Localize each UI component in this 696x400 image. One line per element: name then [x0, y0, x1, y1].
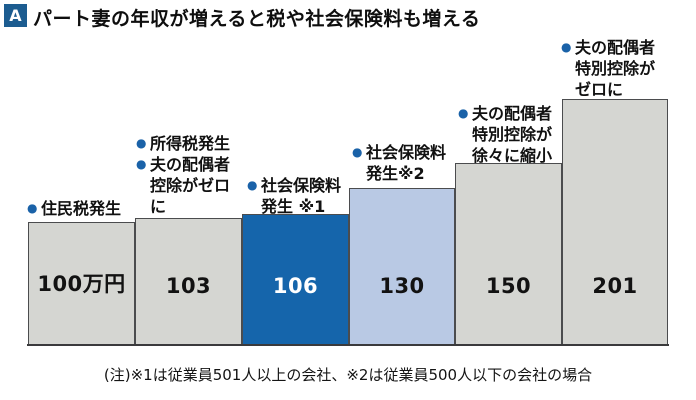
- annotation-bar-103: ● 所得税発生 ● 夫の配偶者 控除がゼロ に: [136, 133, 230, 217]
- bar-value-label: 100万円: [37, 272, 126, 296]
- annotation-bar-100: ● 住民税発生: [27, 198, 121, 219]
- bullet-icon: ●: [27, 201, 38, 215]
- bar-201: 201: [562, 99, 668, 345]
- bullet-icon: ●: [247, 178, 258, 192]
- x-axis-baseline: [27, 344, 669, 346]
- annotation-bar-150: ● 夫の配偶者 特別控除が 徐々に縮小: [458, 103, 552, 166]
- annotation-item: ● 夫の配偶者 控除がゼロ に: [136, 154, 230, 217]
- bullet-icon: ●: [561, 40, 572, 54]
- annotation-bar-130: ● 社会保険料 発生※2: [352, 142, 446, 184]
- annotation-text: 社会保険料 発生※2: [366, 143, 447, 183]
- bullet-icon: ●: [352, 145, 363, 159]
- annotation-text: 住民税発生: [41, 199, 122, 218]
- annotation-item: ● 所得税発生: [136, 133, 230, 154]
- annotation-item: ● 社会保険料 発生 ※1: [247, 175, 341, 217]
- annotation-text: 夫の配偶者 控除がゼロ に: [150, 155, 231, 216]
- bar-value-label: 130: [379, 274, 425, 298]
- annotation-text: 所得税発生: [150, 134, 231, 153]
- annotation-text: 社会保険料 発生 ※1: [261, 176, 342, 216]
- bar-value-label: 150: [485, 274, 532, 298]
- annotation-bar-201: ● 夫の配偶者 特別控除が ゼロに: [561, 37, 655, 100]
- annotation-item: ● 住民税発生: [27, 198, 121, 219]
- annotation-bar-106: ● 社会保険料 発生 ※1: [247, 175, 341, 217]
- bar-103: 103: [135, 218, 242, 345]
- bar-130: 130: [349, 188, 455, 345]
- bar-value-label: 201: [592, 274, 638, 298]
- footnote: (注)※1は従業員501人以上の会社、※2は従業員500人以下の会社の場合: [103, 366, 593, 384]
- bar-106: 106: [242, 214, 349, 345]
- bar-value-label: 106: [272, 274, 319, 298]
- page-title: パート妻の年収が増えると税や社会保険料も増える: [33, 8, 481, 30]
- title-badge: A: [4, 4, 27, 27]
- annotation-text: 夫の配偶者 特別控除が ゼロに: [575, 38, 656, 99]
- annotation-item: ● 夫の配偶者 特別控除が ゼロに: [561, 37, 655, 100]
- annotation-item: ● 夫の配偶者 特別控除が 徐々に縮小: [458, 103, 552, 166]
- bullet-icon: ●: [136, 157, 147, 171]
- bar-150: 150: [455, 163, 562, 345]
- bar-value-label: 103: [165, 274, 212, 298]
- annotation-item: ● 社会保険料 発生※2: [352, 142, 446, 184]
- bullet-icon: ●: [136, 136, 147, 150]
- annotation-text: 夫の配偶者 特別控除が 徐々に縮小: [472, 104, 553, 165]
- bullet-icon: ●: [458, 106, 469, 120]
- bar-100: 100万円: [28, 222, 135, 345]
